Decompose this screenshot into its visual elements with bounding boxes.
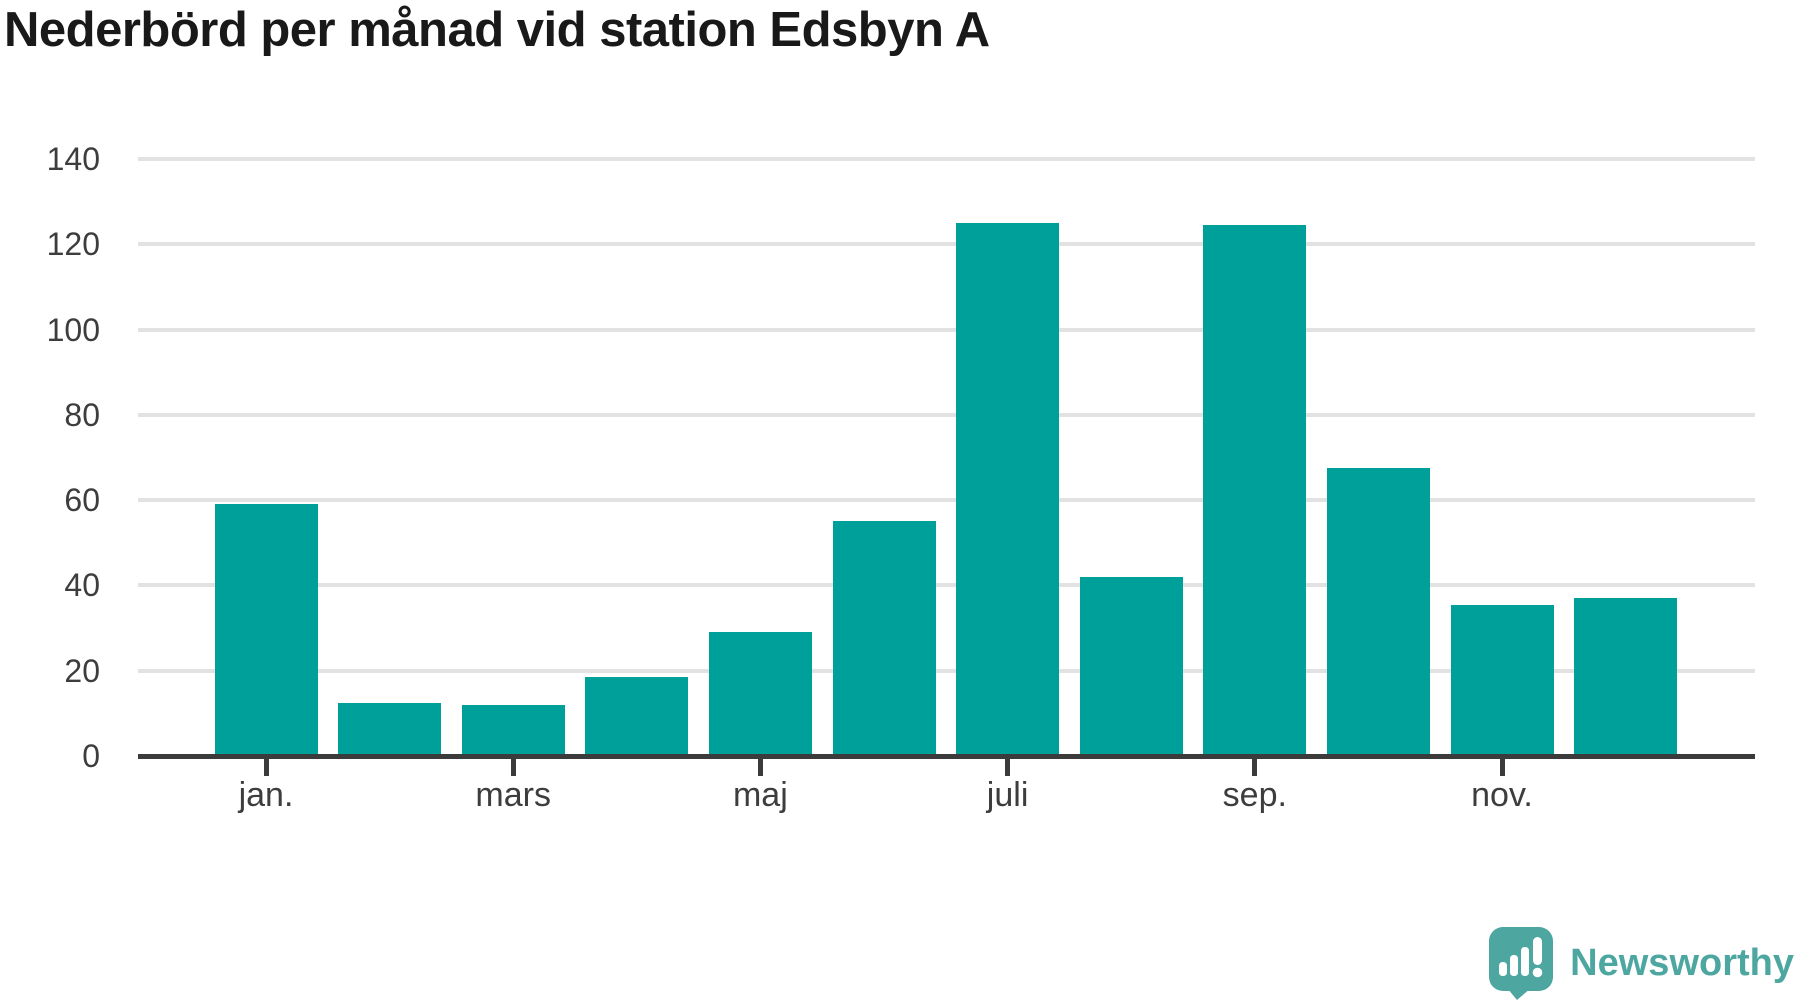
bar-month-6 xyxy=(832,521,936,756)
brand-name: Newsworthy xyxy=(1570,941,1794,984)
gridline-80 xyxy=(138,412,1755,417)
x-axis-label-sep: sep. xyxy=(1222,776,1287,814)
bar-month-2 xyxy=(338,702,442,756)
y-axis-label-120: 120 xyxy=(46,226,100,263)
chart-title: Nederbörd per månad vid station Edsbyn A xyxy=(4,3,990,57)
gridline-120 xyxy=(138,242,1755,247)
y-axis-label-80: 80 xyxy=(64,396,100,433)
gridline-60 xyxy=(138,498,1755,503)
x-axis-tick-juli xyxy=(1005,759,1011,776)
x-axis-label-maj: maj xyxy=(732,776,788,814)
bar-month-4 xyxy=(585,677,689,756)
x-axis-label-juli: juli xyxy=(986,776,1029,814)
x-axis-tick-nov xyxy=(1499,759,1505,776)
gridline-20 xyxy=(138,668,1755,673)
x-axis-label-jan: jan. xyxy=(238,776,294,814)
bar-month-11 xyxy=(1450,604,1554,756)
y-axis-label-20: 20 xyxy=(64,652,100,689)
bar-month-5 xyxy=(708,632,812,756)
y-axis-label-0: 0 xyxy=(82,738,100,774)
gridline-140 xyxy=(138,157,1755,161)
speech-bubble-bar-chart-icon xyxy=(1489,927,1554,1000)
bar-month-1 xyxy=(214,504,318,756)
gridline-40 xyxy=(138,583,1755,588)
y-axis-label-140: 140 xyxy=(46,141,100,177)
y-axis-label-60: 60 xyxy=(64,482,100,519)
bar-month-3 xyxy=(461,704,565,756)
x-axis-tick-sep xyxy=(1252,759,1258,776)
bar-month-12 xyxy=(1574,598,1678,756)
x-axis-line xyxy=(138,754,1755,759)
brand-logo: Newsworthy xyxy=(1488,926,1794,1000)
y-axis-label-100: 100 xyxy=(46,311,100,348)
plot-area: jan. mars maj juli sep. nov. xyxy=(138,157,1755,814)
bar-month-10 xyxy=(1326,468,1430,756)
bar-month-9 xyxy=(1203,225,1307,756)
x-axis-label-mars: mars xyxy=(475,776,551,814)
x-axis-tick-maj xyxy=(757,759,763,776)
x-axis-tick-jan xyxy=(263,759,269,776)
bar-month-7 xyxy=(956,222,1060,756)
y-axis-label-40: 40 xyxy=(64,567,100,604)
y-axis-labels: 0 20 40 60 80 100 120 140 xyxy=(0,141,100,799)
bar-month-8 xyxy=(1079,576,1183,756)
x-axis-tick-mars xyxy=(510,759,516,776)
gridline-100 xyxy=(138,327,1755,332)
x-axis-label-nov: nov. xyxy=(1471,776,1533,814)
